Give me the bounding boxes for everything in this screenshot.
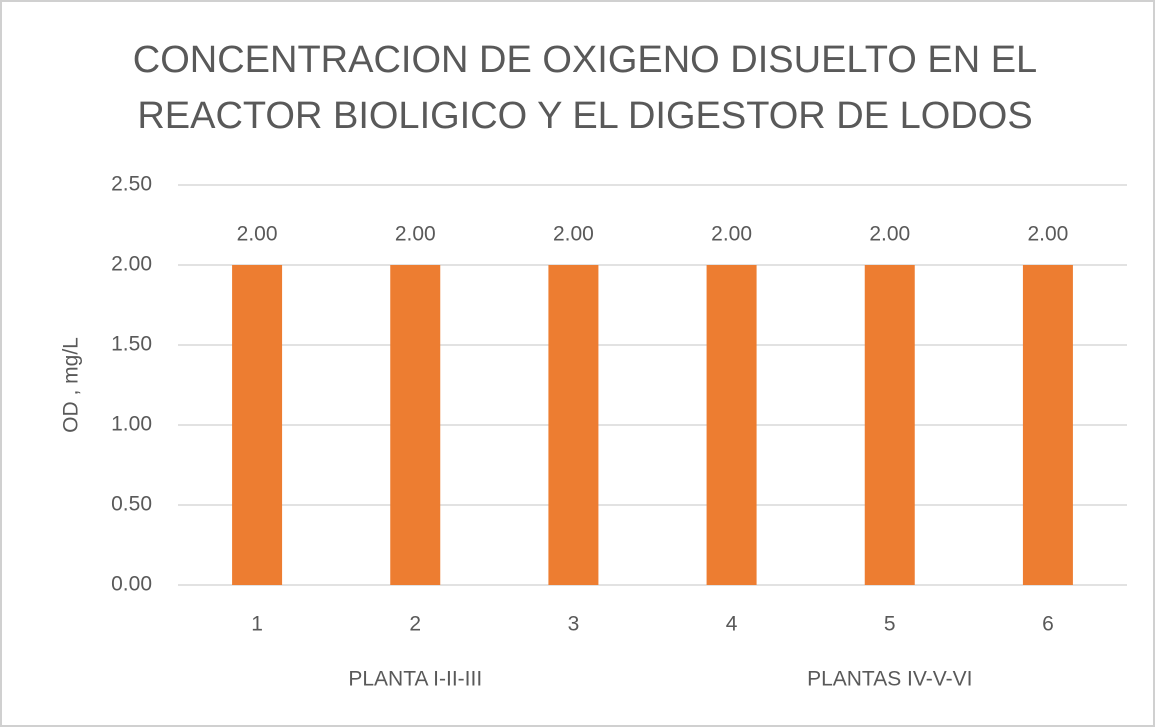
y-tick-label: 1.00 (111, 413, 152, 436)
value-label: 2.00 (395, 223, 436, 246)
value-label: 2.00 (237, 223, 278, 246)
x-tick-label: 2 (409, 613, 421, 636)
x-tick-label: 4 (726, 613, 738, 636)
y-tick-label: 2.50 (111, 173, 152, 196)
value-label: 2.00 (1027, 223, 1068, 246)
y-tick-label: 1.50 (111, 333, 152, 356)
bar (864, 265, 915, 585)
value-label: 2.00 (711, 223, 752, 246)
x-tick-label: 1 (251, 613, 263, 636)
value-label: 2.00 (869, 223, 910, 246)
x-tick-label: 6 (1042, 613, 1054, 636)
x-tick-label: 5 (884, 613, 896, 636)
y-tick-label: 0.50 (111, 493, 152, 516)
value-label: 2.00 (553, 223, 594, 246)
bar (548, 265, 599, 585)
x-tick-label: 3 (568, 613, 580, 636)
bar (232, 265, 283, 585)
chart-title: CONCENTRACION DE OXIGENO DISUELTO EN EL (133, 39, 1037, 81)
bar (1022, 265, 1073, 585)
y-axis-label: OD , mg/L (60, 337, 83, 433)
y-tick-label: 0.00 (111, 573, 152, 596)
group-label: PLANTA I-II-III (348, 668, 482, 691)
group-label: PLANTAS IV-V-VI (807, 668, 972, 691)
y-tick-label: 2.00 (111, 253, 152, 276)
bar (390, 265, 441, 585)
bar (706, 265, 757, 585)
chart-title: REACTOR BIOLIGICO Y EL DIGESTOR DE LODOS (137, 95, 1032, 137)
